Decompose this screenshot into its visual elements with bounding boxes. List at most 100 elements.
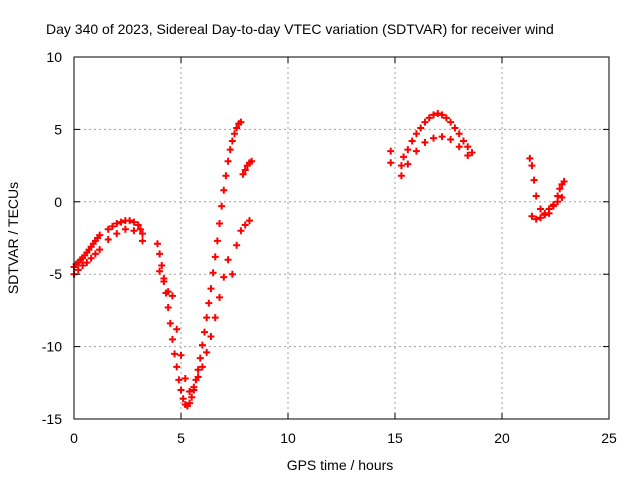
x-tick-label: 20 — [494, 430, 510, 446]
data-point-marker — [194, 373, 202, 381]
data-point-marker — [245, 217, 253, 225]
data-point-marker — [438, 133, 446, 141]
data-point-marker — [532, 192, 540, 200]
data-point-marker — [160, 277, 168, 285]
y-tick-label: 10 — [46, 49, 62, 65]
data-point-marker — [166, 319, 174, 327]
data-point-marker — [224, 256, 232, 264]
data-point-marker — [207, 285, 215, 293]
data-point-marker — [104, 225, 112, 233]
data-point-marker — [164, 288, 172, 296]
plot-frame — [73, 56, 610, 420]
data-point-marker — [220, 273, 228, 281]
data-point-marker — [186, 387, 194, 395]
data-point-marker — [201, 328, 209, 336]
data-point-marker — [216, 293, 224, 301]
data-point-marker — [231, 130, 238, 138]
data-point-marker — [233, 124, 241, 132]
data-point-marker — [175, 376, 183, 384]
data-point-marker — [528, 162, 536, 170]
data-point-marker — [96, 246, 104, 254]
data-point-marker — [138, 237, 146, 245]
data-point-marker — [117, 218, 125, 226]
data-point-marker — [241, 166, 249, 174]
data-point-marker — [126, 217, 134, 225]
data-point-marker — [421, 118, 429, 126]
data-point-marker — [545, 205, 553, 213]
data-points — [70, 109, 568, 410]
data-point-marker — [158, 262, 166, 270]
data-point-marker — [526, 154, 534, 162]
y-tick-label: -5 — [50, 266, 63, 282]
y-tick-label: 5 — [54, 121, 62, 137]
data-point-marker — [213, 237, 221, 245]
data-point-marker — [447, 136, 455, 144]
data-point-marker — [464, 151, 472, 159]
data-point-marker — [194, 366, 202, 374]
data-point-marker — [560, 178, 568, 186]
x-tick-label: 25 — [601, 430, 617, 446]
data-point-marker — [121, 225, 129, 233]
data-point-marker — [464, 143, 472, 151]
data-point-marker — [205, 299, 213, 307]
chart-title: Day 340 of 2023, Sidereal Day-to-day VTE… — [46, 21, 554, 37]
data-point-marker — [207, 332, 215, 340]
data-point-marker — [425, 114, 433, 122]
data-point-marker — [168, 335, 176, 343]
data-point-marker — [203, 348, 211, 356]
data-point-marker — [528, 212, 536, 220]
data-point-marker — [455, 130, 463, 138]
data-point-marker — [196, 354, 204, 362]
data-point-marker — [113, 220, 121, 228]
data-point-marker — [248, 157, 256, 165]
data-point-marker — [91, 250, 99, 258]
data-point-marker — [188, 393, 196, 401]
data-point-marker — [198, 341, 206, 349]
data-point-marker — [96, 231, 104, 239]
data-point-marker — [400, 153, 408, 161]
data-point-marker — [216, 220, 224, 228]
data-point-marker — [222, 172, 230, 180]
data-point-marker — [438, 111, 446, 119]
x-axis-label: GPS time / hours — [287, 457, 394, 473]
data-point-marker — [404, 160, 412, 168]
data-point-marker — [442, 114, 450, 122]
data-point-marker — [233, 241, 241, 249]
data-point-marker — [190, 383, 198, 391]
data-point-marker — [412, 147, 420, 155]
data-point-marker — [130, 218, 138, 226]
data-point-marker — [430, 134, 438, 142]
data-point-marker — [237, 227, 245, 235]
data-point-marker — [156, 250, 164, 258]
data-point-marker — [211, 253, 219, 261]
data-point-marker — [404, 146, 412, 154]
data-point-marker — [541, 209, 549, 217]
data-point-marker — [113, 230, 121, 238]
data-point-marker — [455, 143, 463, 151]
data-point-marker — [168, 292, 176, 300]
data-point-marker — [134, 221, 142, 229]
data-point-marker — [138, 230, 146, 238]
data-point-marker — [447, 118, 455, 126]
data-point-marker — [417, 124, 425, 132]
data-point-marker — [209, 269, 217, 277]
data-point-marker — [87, 254, 95, 262]
data-point-marker — [408, 137, 416, 145]
data-point-marker — [530, 176, 538, 184]
data-point-marker — [537, 214, 545, 222]
data-point-marker — [198, 363, 206, 371]
data-point-marker — [220, 186, 228, 194]
data-point-marker — [136, 225, 144, 233]
data-point-marker — [228, 137, 236, 145]
data-point-marker — [226, 146, 234, 154]
data-point-marker — [211, 314, 219, 322]
data-point-marker — [186, 399, 194, 407]
data-point-marker — [434, 109, 442, 117]
grid-lines — [74, 57, 609, 419]
data-point-marker — [387, 147, 395, 155]
data-point-marker — [451, 124, 459, 132]
data-point-marker — [109, 222, 117, 230]
data-point-marker — [218, 202, 226, 210]
data-point-marker — [430, 111, 438, 119]
data-point-marker — [468, 149, 476, 157]
